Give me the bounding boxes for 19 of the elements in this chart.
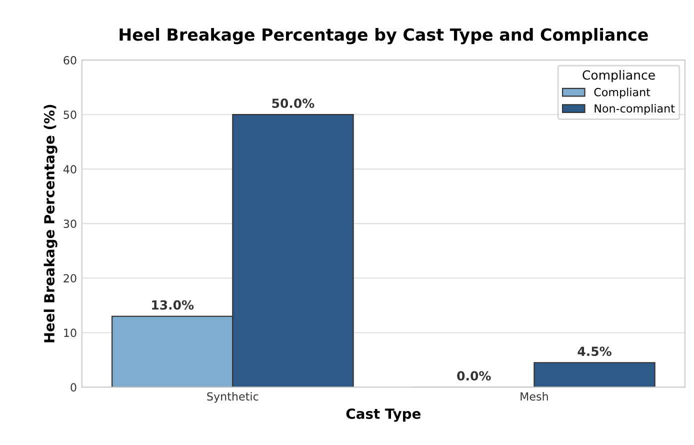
data-label: 13.0% [152,300,194,310]
data-label: 50.0% [272,98,314,108]
y-tick-label: 50 [64,110,76,119]
data-label: 4.5% [578,346,612,356]
y-tick-label: 40 [63,165,76,174]
legend-title: Compliance [582,70,655,82]
chart-title: Heel Breakage Percentage by Cast Type and Compliance [120,28,648,44]
y-tick-label: 0 [70,383,76,392]
legend-label: Compliant [594,88,650,98]
y-axis-title: Heel Breakage Percentage (%) [44,104,58,342]
x-axis-title: Cast Type [346,408,421,422]
x-tick-label: Mesh [520,392,548,401]
y-tick-label: 30 [64,220,76,228]
y-tick-label: 10 [64,328,76,338]
y-tick-label: 20 [64,274,76,283]
data-label: 0.0% [457,371,491,381]
y-tick-label: 60 [64,56,76,64]
legend-label: Non-compliant [594,104,675,115]
x-tick-label: Synthetic [207,392,258,403]
